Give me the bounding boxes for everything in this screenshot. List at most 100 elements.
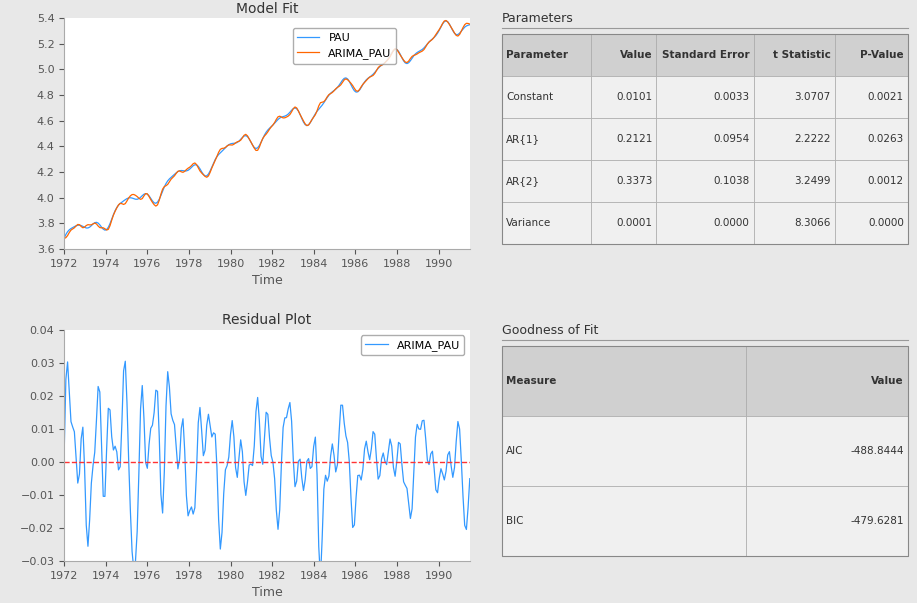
Bar bbox=[746, 346, 908, 416]
Text: AR{1}: AR{1} bbox=[506, 134, 540, 144]
ARIMA_PAU bbox=[59, 448, 70, 455]
Line: PAU: PAU bbox=[64, 21, 470, 238]
Bar bbox=[834, 34, 908, 77]
Text: Variance: Variance bbox=[506, 218, 551, 229]
Bar bbox=[591, 77, 657, 118]
ARIMA_PAU bbox=[198, 452, 209, 459]
PAU bbox=[436, 24, 447, 31]
X-axis label: Time: Time bbox=[251, 586, 282, 599]
ARIMA_PAU bbox=[120, 358, 131, 365]
ARIMA_PAU bbox=[196, 169, 207, 177]
Bar bbox=[503, 160, 591, 203]
Text: 0.0954: 0.0954 bbox=[713, 134, 750, 144]
Text: 0.0033: 0.0033 bbox=[713, 92, 750, 103]
Text: 0.2121: 0.2121 bbox=[616, 134, 652, 144]
Text: 0.0263: 0.0263 bbox=[867, 134, 904, 144]
ARIMA_PAU bbox=[86, 479, 97, 487]
Text: BIC: BIC bbox=[506, 516, 524, 526]
PAU bbox=[123, 194, 134, 201]
Legend: ARIMA_PAU: ARIMA_PAU bbox=[361, 335, 464, 355]
Bar bbox=[746, 486, 908, 556]
Bar bbox=[834, 160, 908, 203]
Bar bbox=[754, 77, 834, 118]
ARIMA_PAU bbox=[123, 194, 134, 201]
ARIMA_PAU bbox=[76, 435, 87, 443]
Text: Parameter: Parameter bbox=[506, 50, 569, 60]
Bar bbox=[503, 77, 591, 118]
Text: t Statistic: t Statistic bbox=[773, 50, 831, 60]
Text: AR{2}: AR{2} bbox=[506, 176, 540, 186]
Bar bbox=[754, 34, 834, 77]
Text: 0.1038: 0.1038 bbox=[713, 176, 750, 186]
PAU bbox=[86, 222, 97, 229]
PAU bbox=[440, 17, 451, 25]
ARIMA_PAU bbox=[440, 17, 451, 24]
Text: P-Value: P-Value bbox=[860, 50, 904, 60]
Bar bbox=[503, 203, 591, 244]
Bar bbox=[591, 203, 657, 244]
Text: Goodness of Fit: Goodness of Fit bbox=[503, 324, 599, 337]
ARIMA_PAU bbox=[315, 575, 326, 582]
Bar bbox=[657, 203, 754, 244]
Text: Value: Value bbox=[871, 376, 904, 386]
PAU bbox=[59, 235, 70, 242]
Bar bbox=[754, 203, 834, 244]
ARIMA_PAU bbox=[326, 89, 337, 96]
ARIMA_PAU bbox=[125, 507, 136, 514]
Text: AIC: AIC bbox=[506, 446, 524, 456]
Bar bbox=[657, 160, 754, 203]
Bar bbox=[834, 203, 908, 244]
Text: Constant: Constant bbox=[506, 92, 554, 103]
Line: ARIMA_PAU: ARIMA_PAU bbox=[64, 361, 470, 579]
Text: 0.3373: 0.3373 bbox=[616, 176, 652, 186]
Bar bbox=[657, 34, 754, 77]
Bar bbox=[591, 160, 657, 203]
Bar bbox=[754, 118, 834, 160]
Bar bbox=[834, 77, 908, 118]
Text: Standard Error: Standard Error bbox=[662, 50, 750, 60]
Text: 0.0012: 0.0012 bbox=[867, 176, 904, 186]
Legend: PAU, ARIMA_PAU: PAU, ARIMA_PAU bbox=[293, 28, 396, 64]
Bar bbox=[503, 118, 591, 160]
Bar bbox=[746, 416, 908, 486]
ARIMA_PAU bbox=[439, 476, 450, 484]
Text: 8.3066: 8.3066 bbox=[794, 218, 831, 229]
Line: ARIMA_PAU: ARIMA_PAU bbox=[64, 21, 470, 239]
Bar bbox=[503, 416, 746, 486]
Text: 0.0000: 0.0000 bbox=[713, 218, 750, 229]
Text: Parameters: Parameters bbox=[503, 12, 574, 25]
Bar bbox=[503, 346, 746, 416]
Text: 3.2499: 3.2499 bbox=[794, 176, 831, 186]
Text: Value: Value bbox=[620, 50, 652, 60]
Text: -479.6281: -479.6281 bbox=[850, 516, 904, 526]
Text: 0.0101: 0.0101 bbox=[616, 92, 652, 103]
Bar bbox=[657, 77, 754, 118]
ARIMA_PAU bbox=[59, 235, 70, 242]
ARIMA_PAU bbox=[464, 475, 475, 482]
ARIMA_PAU bbox=[86, 221, 97, 229]
PAU bbox=[326, 88, 337, 95]
Bar bbox=[591, 34, 657, 77]
Text: 3.0707: 3.0707 bbox=[794, 92, 831, 103]
Title: Residual Plot: Residual Plot bbox=[222, 314, 312, 327]
Bar bbox=[754, 160, 834, 203]
X-axis label: Time: Time bbox=[251, 274, 282, 287]
Bar bbox=[503, 486, 746, 556]
Text: 2.2222: 2.2222 bbox=[794, 134, 831, 144]
ARIMA_PAU bbox=[464, 21, 475, 28]
ARIMA_PAU bbox=[76, 223, 87, 230]
ARIMA_PAU bbox=[330, 469, 341, 476]
PAU bbox=[196, 168, 207, 175]
PAU bbox=[76, 222, 87, 229]
Bar bbox=[591, 118, 657, 160]
Text: 0.0000: 0.0000 bbox=[867, 218, 904, 229]
Text: -488.8444: -488.8444 bbox=[850, 446, 904, 456]
Title: Model Fit: Model Fit bbox=[236, 2, 298, 16]
Bar bbox=[834, 118, 908, 160]
Text: Measure: Measure bbox=[506, 376, 557, 386]
Bar bbox=[657, 118, 754, 160]
PAU bbox=[464, 21, 475, 28]
Text: 0.0001: 0.0001 bbox=[616, 218, 652, 229]
ARIMA_PAU bbox=[436, 23, 447, 30]
Bar bbox=[503, 34, 591, 77]
